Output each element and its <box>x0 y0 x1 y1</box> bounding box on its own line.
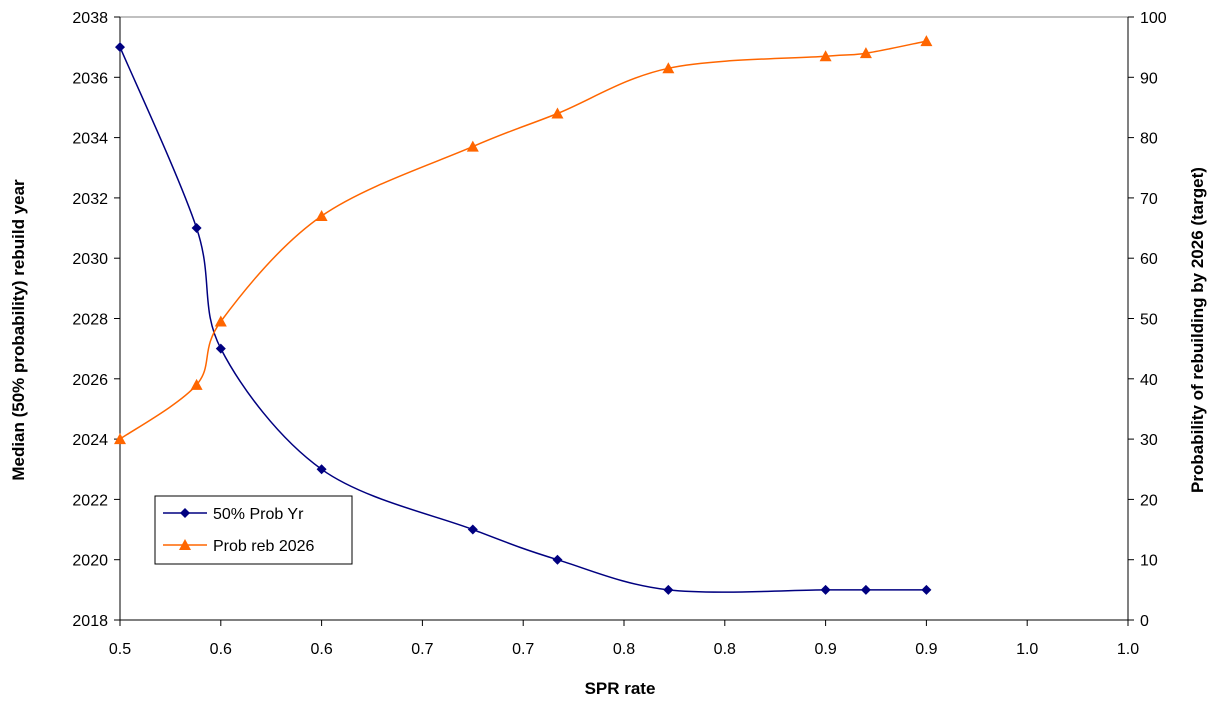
right-tick-label: 70 <box>1140 191 1158 208</box>
legend-triangle-marker <box>179 539 191 550</box>
data-point-triangle <box>551 107 564 119</box>
data-point-diamond <box>316 464 327 475</box>
data-point-triangle <box>315 209 328 221</box>
data-point-triangle <box>214 315 227 327</box>
data-point-triangle <box>819 50 832 62</box>
left-tick-label: 2018 <box>72 613 108 630</box>
x-tick-label: 1.0 <box>1117 641 1139 658</box>
data-point-diamond <box>663 584 674 595</box>
legend-label: Prob reb 2026 <box>213 538 315 555</box>
right-tick-label: 30 <box>1140 432 1158 449</box>
data-point-triangle <box>114 433 126 445</box>
legend-item-50-prob-yr: 50% Prob Yr <box>163 506 304 523</box>
data-point-diamond <box>191 223 202 234</box>
left-axis-title: Median (50% probability) rebuild year <box>9 179 28 481</box>
x-axis: 0.5 0.6 0.6 0.7 0.7 0.8 0.8 0.9 0.9 1.0 1.0 <box>109 620 1139 658</box>
series-line <box>119 40 927 440</box>
x-axis-title: SPR rate <box>585 679 656 698</box>
right-tick-label: 20 <box>1140 492 1158 509</box>
x-tick-label: 0.7 <box>411 641 433 658</box>
left-tick-label: 2038 <box>72 10 108 27</box>
right-tick-label: 40 <box>1140 372 1158 389</box>
data-point-diamond <box>820 584 831 595</box>
left-tick-label: 2030 <box>72 251 108 268</box>
left-tick-label: 2034 <box>72 131 108 148</box>
data-point-diamond <box>552 554 563 565</box>
x-tick-label: 0.9 <box>814 641 836 658</box>
right-tick-label: 50 <box>1140 312 1158 329</box>
data-point-triangle <box>190 378 203 390</box>
legend-diamond-marker <box>180 508 190 518</box>
x-tick-label: 0.9 <box>915 641 937 658</box>
right-tick-label: 90 <box>1140 70 1158 87</box>
right-tick-label: 80 <box>1140 131 1158 148</box>
left-tick-label: 2022 <box>72 492 108 509</box>
right-tick-label: 10 <box>1140 553 1158 570</box>
x-tick-label: 1.0 <box>1016 641 1038 658</box>
legend-item-prob-reb-2026: Prob reb 2026 <box>163 538 315 555</box>
data-point-triangle <box>920 35 933 47</box>
series-50-prob-yr <box>115 42 932 595</box>
left-tick-label: 2020 <box>72 553 108 570</box>
left-tick-label: 2036 <box>72 70 108 87</box>
right-axis-title: Probability of rebuilding by 2026 (targe… <box>1188 167 1207 493</box>
x-tick-label: 0.8 <box>714 641 736 658</box>
data-point-diamond <box>467 524 478 535</box>
right-axis: 0 10 20 30 40 50 60 70 80 90 100 <box>1128 10 1167 630</box>
series-layer <box>114 35 933 595</box>
left-tick-label: 2032 <box>72 191 108 208</box>
series-prob-reb-2026 <box>114 35 933 445</box>
x-tick-label: 0.7 <box>512 641 534 658</box>
data-point-triangle <box>662 62 675 74</box>
left-axis: 2018 2020 2022 2024 2026 2028 2030 2032 2034 2036… <box>72 10 120 630</box>
left-tick-label: 2026 <box>72 372 108 389</box>
x-tick-label: 0.6 <box>210 641 232 658</box>
data-point-triangle <box>859 47 872 59</box>
left-tick-label: 2024 <box>72 432 108 449</box>
x-tick-label: 0.8 <box>613 641 635 658</box>
x-tick-label: 0.5 <box>109 641 131 658</box>
data-point-diamond <box>860 584 871 595</box>
data-point-diamond <box>921 584 932 595</box>
legend-label: 50% Prob Yr <box>213 506 304 523</box>
data-point-diamond <box>115 42 125 53</box>
right-tick-label: 60 <box>1140 251 1158 268</box>
legend-box <box>154 495 353 565</box>
legend: 50% Prob Yr Prob reb 2026 <box>154 495 353 565</box>
x-tick-label: 0.6 <box>310 641 332 658</box>
right-tick-label: 0 <box>1140 613 1149 630</box>
right-tick-label: 100 <box>1140 10 1167 27</box>
data-point-diamond <box>215 343 226 354</box>
left-tick-label: 2028 <box>72 312 108 329</box>
data-point-triangle <box>466 140 479 152</box>
